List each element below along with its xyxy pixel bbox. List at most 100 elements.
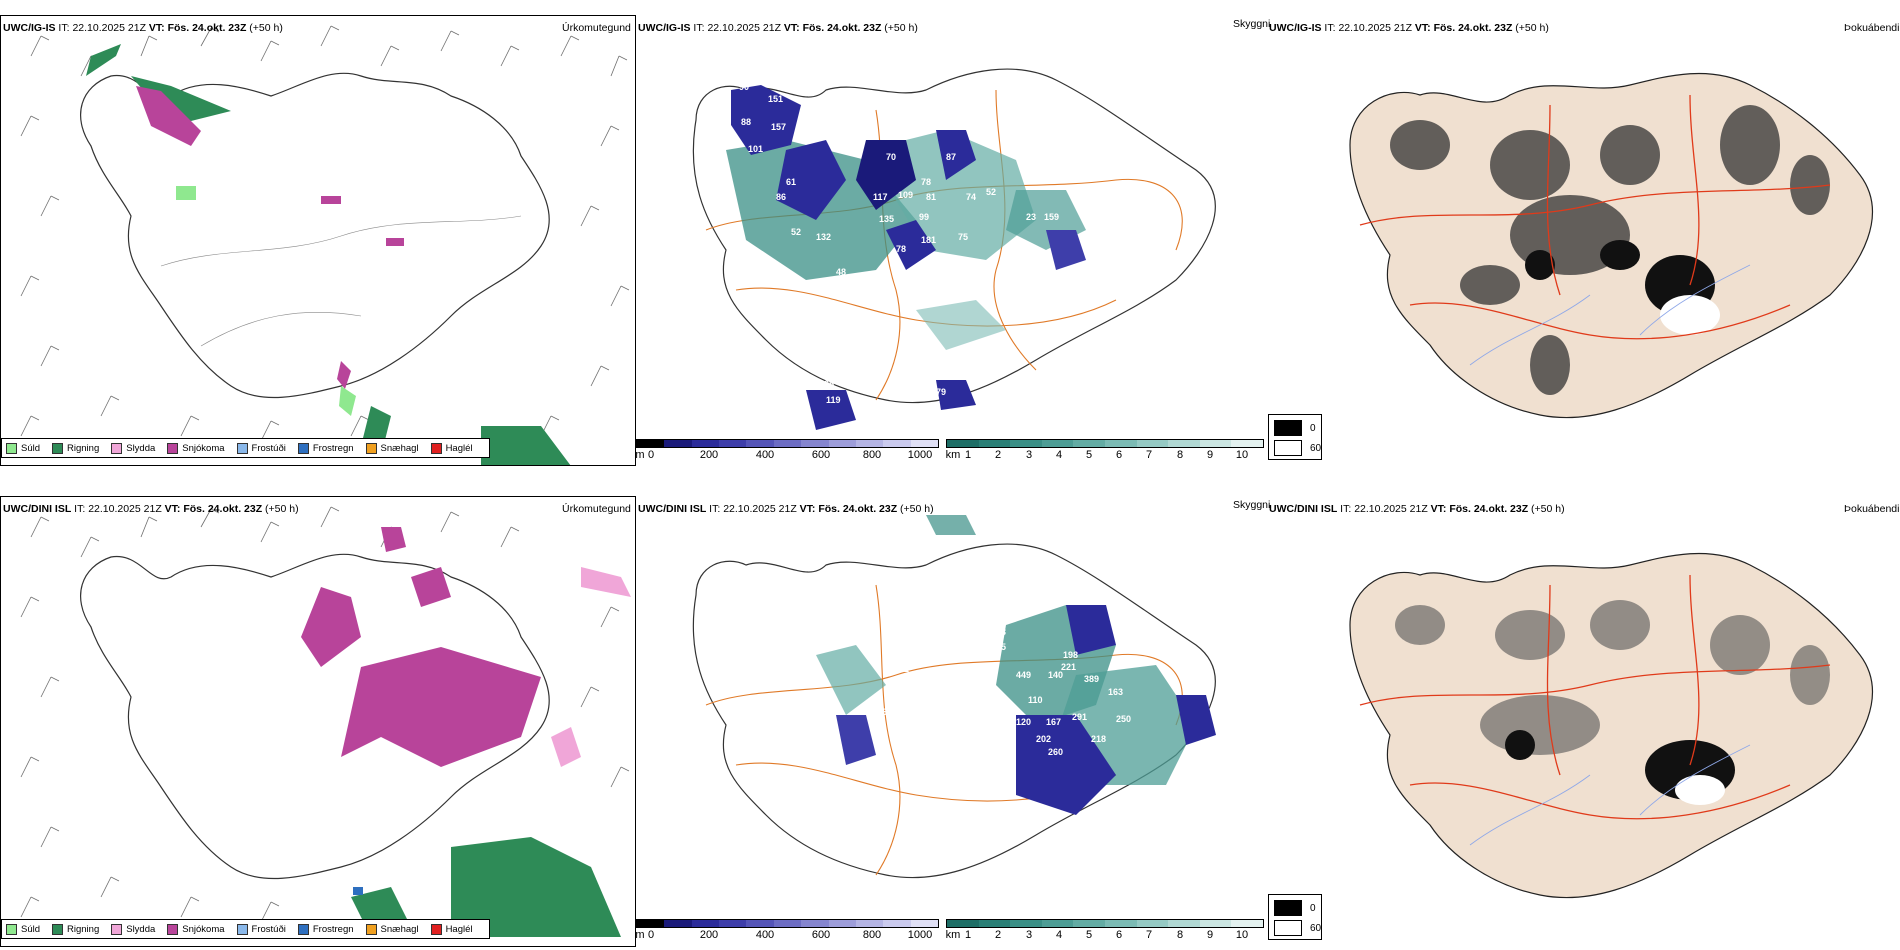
model-name: UWC/DINI ISL <box>3 503 72 515</box>
panel-title-cloud-top: Skyggni <box>1233 18 1271 30</box>
precip-map-top <box>20 25 630 465</box>
height-label: 78 <box>921 177 931 187</box>
tick-label: 400 <box>755 449 775 461</box>
height-label: 87 <box>946 152 956 162</box>
lead-time: (+50 h) <box>884 22 918 34</box>
height-label: 101 <box>748 144 763 154</box>
precip-map-bottom <box>20 506 631 937</box>
run-header-top-left: UWC/IG-IS IT: 22.10.2025 21Z VT: Fös. 24… <box>3 22 283 34</box>
colorbar-height-top: m 0 200 400 600 800 1000 <box>635 439 939 462</box>
vt-value: Fös. 24.okt. 23Z <box>1449 503 1529 515</box>
fog-map-top <box>1349 72 1873 419</box>
tick-label: 7 <box>1145 449 1153 461</box>
height-label: 115 <box>1024 264 1039 274</box>
colorbar-unit: km <box>945 449 961 461</box>
lead-time: (+50 h) <box>265 503 299 515</box>
it-label: IT: <box>1340 503 1352 515</box>
cloud-map-bottom: 138 59 111 273 215 449 140 198 221 389 1… <box>692 515 1216 879</box>
fog-legend-row: 60 <box>1274 440 1321 456</box>
run-header-bottom-middle: UWC/DINI ISL IT: 22.10.2025 21Z VT: Fös.… <box>638 503 934 515</box>
legend-label: Frostúði <box>251 442 286 454</box>
height-label: 101 <box>919 262 934 272</box>
legend-item: Snæhagl <box>365 442 419 454</box>
colorbar-strip <box>636 439 939 448</box>
legend-label: Slydda <box>126 923 156 935</box>
legend-item: Frostúði <box>236 923 286 935</box>
model-name: UWC/IG-IS <box>3 22 56 34</box>
colorbar-ticks: m 0 200 400 600 800 1000 <box>635 928 939 942</box>
tick-label: 2 <box>994 449 1002 461</box>
it-label: IT: <box>709 503 721 515</box>
tick-label: 4 <box>1055 449 1063 461</box>
height-label: 384 <box>893 685 908 695</box>
tick-label: 200 <box>699 929 719 941</box>
fog-legend-row: 0 <box>1274 420 1316 436</box>
height-label: 74 <box>966 192 976 202</box>
colorbar-ticks: km 1 2 3 4 5 6 7 8 9 10 <box>946 448 1264 462</box>
height-label: 52 <box>791 227 801 237</box>
height-label: 59 <box>998 583 1008 593</box>
precip-legend-bottom: Súld Rigning Slydda Snjókoma Frostúði Fr… <box>1 919 490 939</box>
height-label: 181 <box>921 235 936 245</box>
height-label: 291 <box>1072 712 1087 722</box>
tick-label: 2 <box>994 929 1002 941</box>
cloud-panel-bottom: 138 59 111 273 215 449 140 198 221 389 1… <box>636 515 1266 920</box>
legend-item: Snæhagl <box>365 923 419 935</box>
height-label: 110 <box>1028 695 1043 705</box>
height-label: 140 <box>1048 670 1063 680</box>
lead-time: (+50 h) <box>900 503 934 515</box>
height-label: 81 <box>926 192 936 202</box>
height-label: 120 <box>1016 717 1031 727</box>
tick-label: 0 <box>647 929 655 941</box>
height-label: 167 <box>1046 717 1061 727</box>
height-label: 119 <box>826 395 841 405</box>
panel-title-fog-top: Þokuábendi <box>1844 22 1900 34</box>
legend-item: Frostúði <box>236 442 286 454</box>
colorbar-visibility-bottom: km 1 2 3 4 5 6 7 8 9 10 <box>946 919 1264 942</box>
tick-label: 3 <box>1025 449 1033 461</box>
precip-legend-top: Súld Rigning Slydda Snjókoma Frostúði Fr… <box>1 438 490 458</box>
tick-label: 1000 <box>907 449 933 461</box>
height-label: 132 <box>816 232 831 242</box>
it-value: 22.10.2025 21Z <box>72 22 146 34</box>
legend-label: Haglél <box>445 923 473 935</box>
legend-item: Rigning <box>52 923 99 935</box>
vt-value: Fös. 24.okt. 23Z <box>183 503 263 515</box>
colorbar-height-bottom: m 0 200 400 600 800 1000 <box>635 919 939 942</box>
legend-item: Slydda <box>111 442 156 454</box>
height-labels-top: 90 151 88 157 101 61 86 52 132 48 70 117… <box>739 82 1156 405</box>
fog-legend-bottom: 0 60 <box>1268 894 1322 940</box>
height-label: 138 <box>981 570 996 580</box>
height-label: 99 <box>919 212 929 222</box>
legend-label: Súld <box>21 442 41 454</box>
fog-legend-row: 0 <box>1274 900 1316 916</box>
height-label: 202 <box>1036 734 1051 744</box>
tick-label: 5 <box>1085 449 1093 461</box>
tick-label: 10 <box>1235 449 1249 461</box>
height-label: 215 <box>991 642 1006 652</box>
height-label: 105 <box>819 379 834 389</box>
model-name: UWC/IG-IS <box>638 22 691 34</box>
height-label: 151 <box>768 94 783 104</box>
iceland-outline <box>80 553 550 880</box>
vt-label: VT: <box>148 22 165 34</box>
fog-panel-bottom <box>1290 515 1890 920</box>
height-label: 101 <box>958 685 973 695</box>
height-label: 449 <box>1016 670 1031 680</box>
it-label: IT: <box>58 22 70 34</box>
fog-legend-label: 0 <box>1310 422 1316 434</box>
colorbar-strip <box>946 919 1264 928</box>
legend-label: Slydda <box>126 442 156 454</box>
panel-title-fog-bottom: Þokuábendi <box>1844 503 1900 515</box>
it-label: IT: <box>693 22 705 34</box>
tick-label: 5 <box>1085 929 1093 941</box>
colorbar-ticks: km 1 2 3 4 5 6 7 8 9 10 <box>946 928 1264 942</box>
legend-item: Rigning <box>52 442 99 454</box>
fog-legend-label: 60 <box>1310 442 1322 454</box>
tick-label: 6 <box>1115 449 1123 461</box>
model-name: UWC/DINI ISL <box>1269 503 1338 515</box>
height-label: 198 <box>1063 650 1078 660</box>
height-label: 221 <box>1061 662 1076 672</box>
colorbar-unit: m <box>635 449 645 461</box>
tick-label: 200 <box>699 449 719 461</box>
